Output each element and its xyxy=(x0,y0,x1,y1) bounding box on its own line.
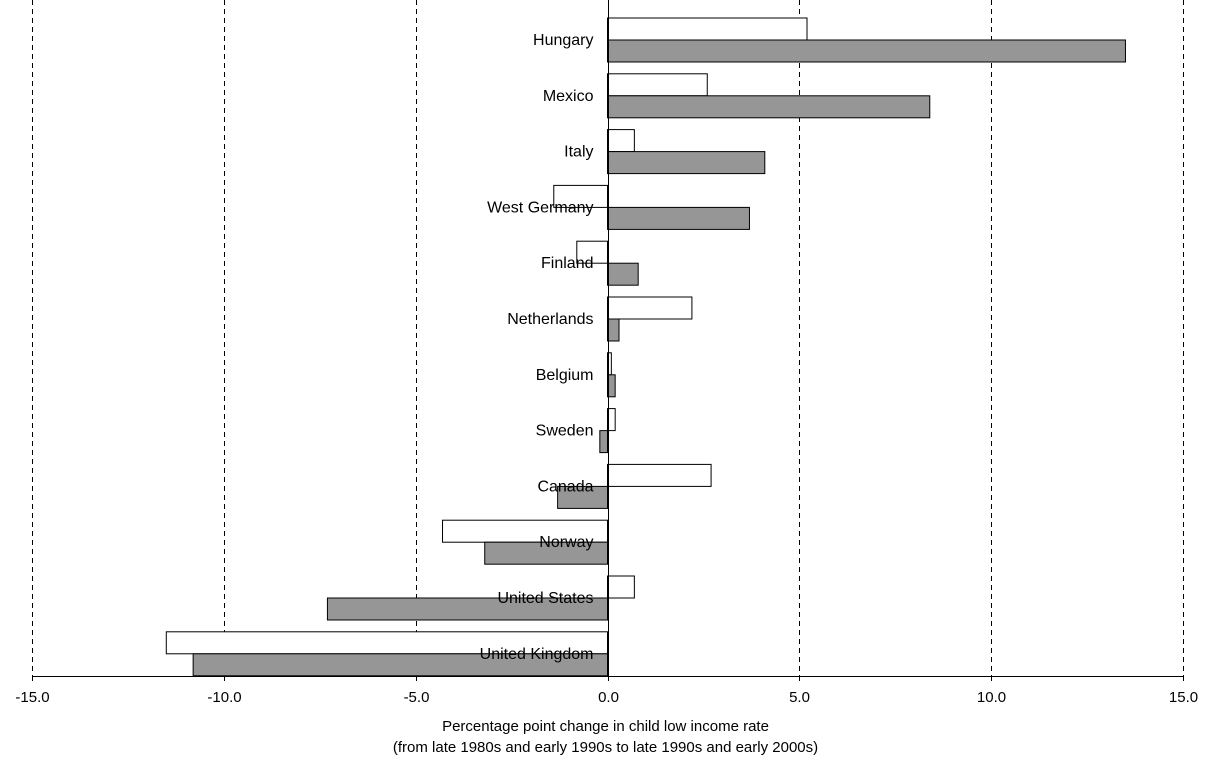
bar-series2-united-kingdom xyxy=(192,653,608,677)
x-axis-title: Percentage point change in child low inc… xyxy=(442,718,769,735)
bar-series2-west-germany xyxy=(607,206,750,230)
category-label-norway: Norway xyxy=(539,534,593,551)
x-tick-label-0: -15.0 xyxy=(15,689,49,706)
bar-series1-west-germany xyxy=(553,184,609,208)
x-tick-label-6: 15.0 xyxy=(1169,689,1198,706)
x-tick-label-5: 10.0 xyxy=(977,689,1006,706)
category-label-sweden: Sweden xyxy=(536,423,594,440)
category-label-finland: Finland xyxy=(541,255,593,272)
category-label-hungary: Hungary xyxy=(533,32,593,49)
x-tick-label-1: -10.0 xyxy=(207,689,241,706)
x-axis-subtitle: (from late 1980s and early 1990s to late… xyxy=(392,739,819,756)
category-label-netherlands: Netherlands xyxy=(507,311,593,328)
category-label-west-germany: West Germany xyxy=(487,199,593,216)
bar-series2-finland xyxy=(607,262,639,286)
category-label-united-kingdom: United Kingdom xyxy=(480,646,594,663)
bar-series2-united-states xyxy=(326,597,608,621)
bar-series2-belgium xyxy=(607,374,616,398)
category-label-mexico: Mexico xyxy=(543,88,594,105)
category-label-canada: Canada xyxy=(537,478,593,495)
bar-series1-united-states xyxy=(607,575,635,599)
category-label-belgium: Belgium xyxy=(536,367,594,384)
x-tick-label-3: 0.0 xyxy=(598,689,619,706)
bar-series1-mexico xyxy=(607,73,708,97)
bar-series1-finland xyxy=(576,240,608,264)
bar-series1-canada xyxy=(607,463,712,487)
category-label-italy: Italy xyxy=(564,144,593,161)
bar-series2-sweden xyxy=(599,430,608,454)
bar-series1-hungary xyxy=(607,17,808,41)
bar-series1-sweden xyxy=(607,408,616,432)
x-tick-label-2: -5.0 xyxy=(404,689,430,706)
category-label-united-states: United States xyxy=(497,590,593,607)
bar-series2-norway xyxy=(484,541,608,565)
bar-series2-mexico xyxy=(607,95,931,119)
bar-series2-italy xyxy=(607,151,766,175)
bar-series2-canada xyxy=(557,485,609,509)
bar-series2-netherlands xyxy=(607,318,620,342)
bar-series2-hungary xyxy=(607,39,1126,63)
bar-series1-netherlands xyxy=(607,296,693,320)
x-tick-label-4: 5.0 xyxy=(789,689,810,706)
bar-series1-italy xyxy=(607,129,635,153)
